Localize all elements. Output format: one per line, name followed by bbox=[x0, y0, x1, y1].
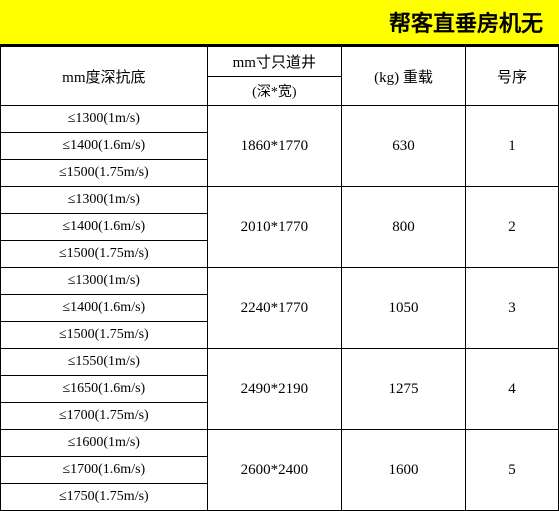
load-cell: 1275 bbox=[341, 349, 465, 430]
no-cell: 4 bbox=[465, 349, 558, 430]
header-load: (kg) 重载 bbox=[341, 47, 465, 106]
depth-cell: ≤1700(1.6m/s) bbox=[1, 457, 208, 484]
table-row: ≤1550(1m/s)2490*219012754 bbox=[1, 349, 559, 376]
depth-cell: ≤1750(1.75m/s) bbox=[1, 484, 208, 511]
depth-cell: ≤1700(1.75m/s) bbox=[1, 403, 208, 430]
header-shaft-sub: (深*宽) bbox=[207, 77, 341, 106]
table-body: ≤1300(1m/s)1860*17706301≤1400(1.6m/s)≤15… bbox=[1, 106, 559, 511]
depth-cell: ≤1400(1.6m/s) bbox=[1, 133, 208, 160]
depth-cell: ≤1500(1.75m/s) bbox=[1, 322, 208, 349]
header-shaft-top: mm寸只道井 bbox=[207, 47, 341, 77]
table-row: ≤1300(1m/s)2010*17708002 bbox=[1, 187, 559, 214]
table-row: ≤1600(1m/s)2600*240016005 bbox=[1, 430, 559, 457]
depth-cell: ≤1300(1m/s) bbox=[1, 106, 208, 133]
depth-cell: ≤1300(1m/s) bbox=[1, 187, 208, 214]
table-row: ≤1300(1m/s)2240*177010503 bbox=[1, 268, 559, 295]
depth-cell: ≤1500(1.75m/s) bbox=[1, 241, 208, 268]
table-row: ≤1300(1m/s)1860*17706301 bbox=[1, 106, 559, 133]
no-cell: 5 bbox=[465, 430, 558, 511]
no-cell: 1 bbox=[465, 106, 558, 187]
no-cell: 2 bbox=[465, 187, 558, 268]
header-depth: mm度深抗底 bbox=[1, 47, 208, 106]
title-bar: 帮客直垂房机无 bbox=[0, 0, 559, 46]
depth-cell: ≤1650(1.6m/s) bbox=[1, 376, 208, 403]
shaft-cell: 2600*2400 bbox=[207, 430, 341, 511]
depth-cell: ≤1400(1.6m/s) bbox=[1, 214, 208, 241]
depth-cell: ≤1300(1m/s) bbox=[1, 268, 208, 295]
header-row-1: mm度深抗底 mm寸只道井 (kg) 重载 号序 bbox=[1, 47, 559, 77]
depth-cell: ≤1550(1m/s) bbox=[1, 349, 208, 376]
load-cell: 630 bbox=[341, 106, 465, 187]
load-cell: 800 bbox=[341, 187, 465, 268]
no-cell: 3 bbox=[465, 268, 558, 349]
load-cell: 1600 bbox=[341, 430, 465, 511]
shaft-cell: 2240*1770 bbox=[207, 268, 341, 349]
header-no: 号序 bbox=[465, 47, 558, 106]
shaft-cell: 2490*2190 bbox=[207, 349, 341, 430]
spec-table: mm度深抗底 mm寸只道井 (kg) 重载 号序 (深*宽) ≤1300(1m/… bbox=[0, 46, 559, 511]
load-cell: 1050 bbox=[341, 268, 465, 349]
depth-cell: ≤1400(1.6m/s) bbox=[1, 295, 208, 322]
depth-cell: ≤1600(1m/s) bbox=[1, 430, 208, 457]
shaft-cell: 2010*1770 bbox=[207, 187, 341, 268]
depth-cell: ≤1500(1.75m/s) bbox=[1, 160, 208, 187]
shaft-cell: 1860*1770 bbox=[207, 106, 341, 187]
table-container: mm度深抗底 mm寸只道井 (kg) 重载 号序 (深*宽) ≤1300(1m/… bbox=[0, 46, 559, 511]
